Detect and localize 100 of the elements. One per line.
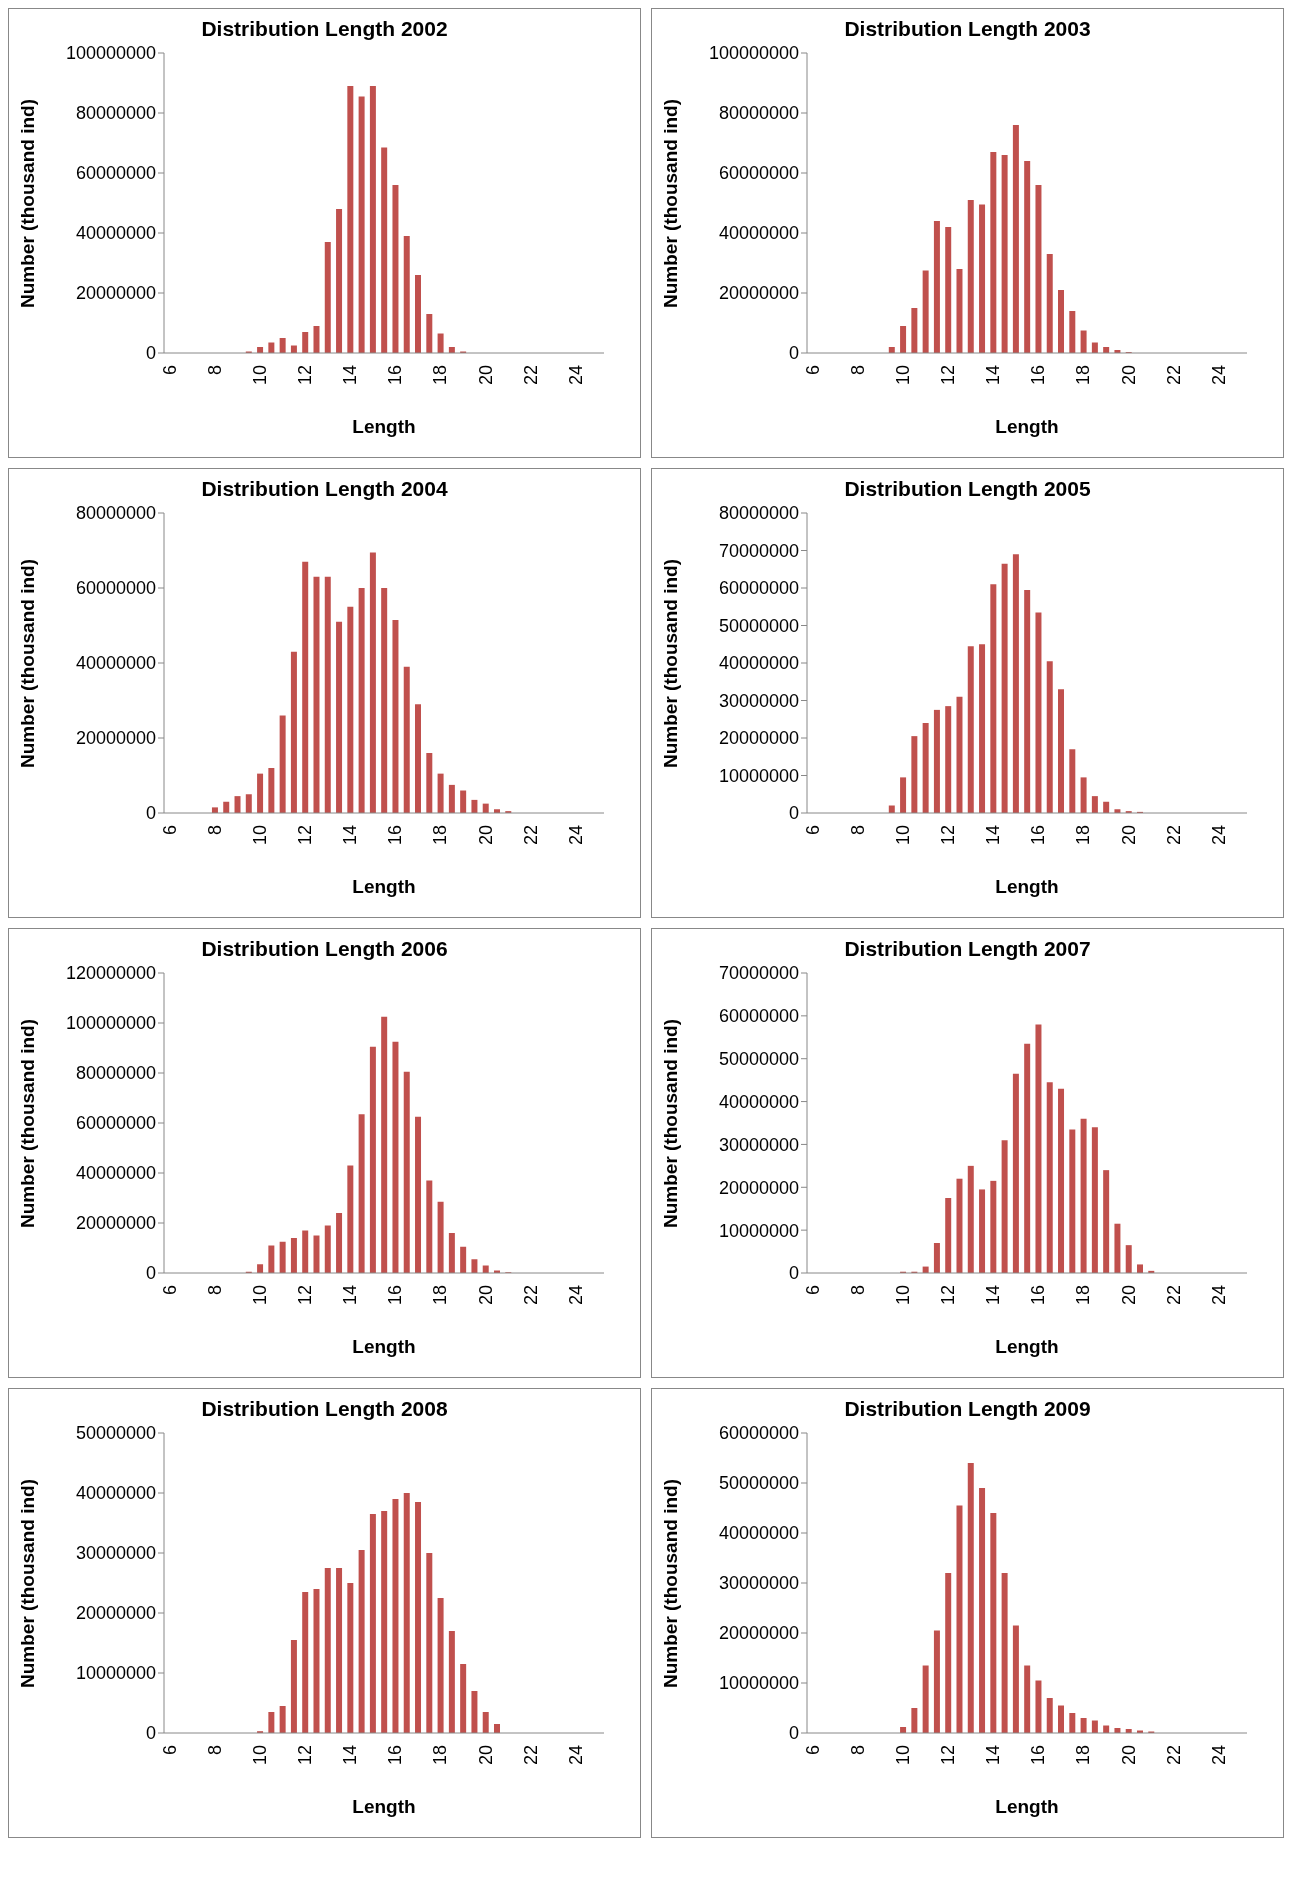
chart-title: Distribution Length 2009 (843, 1397, 1092, 1421)
chart-title: Distribution Length 2005 (843, 477, 1092, 501)
y-tick-label: 20000000 (75, 728, 156, 749)
x-tick-label: 10 (892, 365, 913, 386)
y-tick-label: 40000000 (75, 1163, 156, 1184)
y-tick-label: 50000000 (718, 1473, 799, 1494)
y-tick-label: 60000000 (718, 1423, 799, 1444)
x-tick-label: 24 (565, 1745, 586, 1766)
x-tick-label: 24 (1208, 825, 1229, 846)
y-tick-label: 50000000 (718, 1049, 799, 1070)
x-tick-label: 6 (802, 365, 823, 376)
y-tick-label: 10000000 (75, 1663, 156, 1684)
y-tick-label: 40000000 (75, 653, 156, 674)
x-tick-label: 6 (159, 365, 180, 376)
y-tick-label: 40000000 (718, 653, 799, 674)
x-tick-label: 20 (475, 825, 496, 846)
x-tick-label: 14 (983, 365, 1004, 386)
x-tick-label: 20 (1118, 1745, 1139, 1766)
x-tick-label: 6 (802, 1285, 823, 1296)
x-tick-label: 12 (295, 1285, 316, 1306)
y-tick-label: 0 (788, 1263, 799, 1284)
y-tick-label: 40000000 (75, 1483, 156, 1504)
x-tick-label: 10 (249, 825, 270, 846)
x-axis-title: Length (352, 876, 416, 897)
y-tick-label: 20000000 (718, 283, 799, 304)
x-tick-label: 18 (430, 1285, 451, 1306)
y-tick-label: 60000000 (718, 163, 799, 184)
x-tick-label: 8 (847, 365, 868, 376)
x-tick-label: 16 (385, 365, 406, 386)
x-tick-label: 12 (938, 825, 959, 846)
x-tick-label: 6 (159, 1745, 180, 1756)
y-tick-label: 120000000 (65, 963, 156, 984)
x-tick-label: 22 (520, 1285, 541, 1306)
y-axis-title: Number (thousand ind) (660, 1018, 682, 1231)
x-tick-label: 8 (847, 825, 868, 836)
y-tick-label: 0 (145, 1723, 156, 1744)
y-tick-label: 0 (145, 1263, 156, 1284)
y-tick-label: 20000000 (75, 1213, 156, 1234)
x-tick-label: 8 (204, 1745, 225, 1756)
x-tick-label: 20 (1118, 825, 1139, 846)
x-tick-label: 20 (475, 1285, 496, 1306)
chart-title: Distribution Length 2003 (843, 17, 1092, 41)
chart-title: Distribution Length 2004 (200, 477, 449, 501)
chart-title: Distribution Length 2007 (843, 937, 1092, 961)
x-tick-label: 10 (249, 1285, 270, 1306)
y-tick-label: 70000000 (718, 540, 799, 561)
y-tick-label: 30000000 (75, 1543, 156, 1564)
x-tick-label: 24 (565, 825, 586, 846)
y-tick-label: 60000000 (718, 1006, 799, 1027)
y-axis-title: Number (thousand ind) (660, 98, 682, 311)
x-tick-label: 12 (938, 1285, 959, 1306)
x-tick-label: 8 (847, 1285, 868, 1296)
x-tick-label: 10 (249, 1745, 270, 1766)
x-tick-label: 20 (475, 365, 496, 386)
y-tick-label: 100000000 (65, 43, 156, 64)
x-tick-label: 18 (430, 825, 451, 846)
x-tick-label: 16 (385, 1285, 406, 1306)
x-axis-title: Length (352, 1336, 416, 1357)
x-tick-label: 12 (295, 365, 316, 386)
y-tick-label: 100000000 (708, 43, 799, 64)
y-tick-label: 20000000 (718, 1177, 799, 1198)
y-tick-label: 80000000 (718, 503, 799, 524)
x-tick-label: 6 (802, 825, 823, 836)
y-tick-label: 10000000 (718, 1673, 799, 1694)
x-axis-title: Length (352, 1796, 416, 1817)
x-axis-title: Length (995, 1336, 1059, 1357)
y-axis-title: Number (thousand ind) (660, 1478, 682, 1691)
x-tick-label: 8 (204, 365, 225, 376)
x-tick-label: 24 (1208, 1285, 1229, 1306)
x-axis-title: Length (995, 1796, 1059, 1817)
y-tick-label: 80000000 (718, 103, 799, 124)
y-tick-label: 30000000 (718, 1573, 799, 1594)
x-tick-label: 12 (295, 825, 316, 846)
x-tick-label: 16 (1028, 1745, 1049, 1766)
y-tick-label: 50000000 (75, 1423, 156, 1444)
y-tick-label: 70000000 (718, 963, 799, 984)
y-tick-label: 0 (145, 343, 156, 364)
x-tick-label: 20 (475, 1745, 496, 1766)
x-tick-label: 18 (1073, 825, 1094, 846)
x-tick-label: 14 (983, 825, 1004, 846)
x-tick-label: 18 (430, 1745, 451, 1766)
y-axis-title: Number (thousand ind) (17, 1478, 39, 1691)
x-tick-label: 6 (159, 1285, 180, 1296)
x-tick-label: 10 (249, 365, 270, 386)
y-axis-title: Number (thousand ind) (17, 1018, 39, 1231)
x-tick-label: 22 (1163, 1285, 1184, 1306)
y-tick-label: 40000000 (718, 1091, 799, 1112)
y-tick-label: 20000000 (718, 1623, 799, 1644)
x-tick-label: 16 (1028, 825, 1049, 846)
x-tick-label: 24 (1208, 365, 1229, 386)
x-tick-label: 22 (520, 825, 541, 846)
x-tick-label: 14 (983, 1745, 1004, 1766)
x-tick-label: 12 (938, 365, 959, 386)
y-tick-label: 10000000 (718, 765, 799, 786)
x-tick-label: 18 (430, 365, 451, 386)
x-tick-label: 14 (340, 1745, 361, 1766)
x-axis-title: Length (995, 876, 1059, 897)
y-tick-label: 30000000 (718, 1134, 799, 1155)
y-tick-label: 80000000 (75, 503, 156, 524)
x-axis-title: Length (352, 416, 416, 437)
